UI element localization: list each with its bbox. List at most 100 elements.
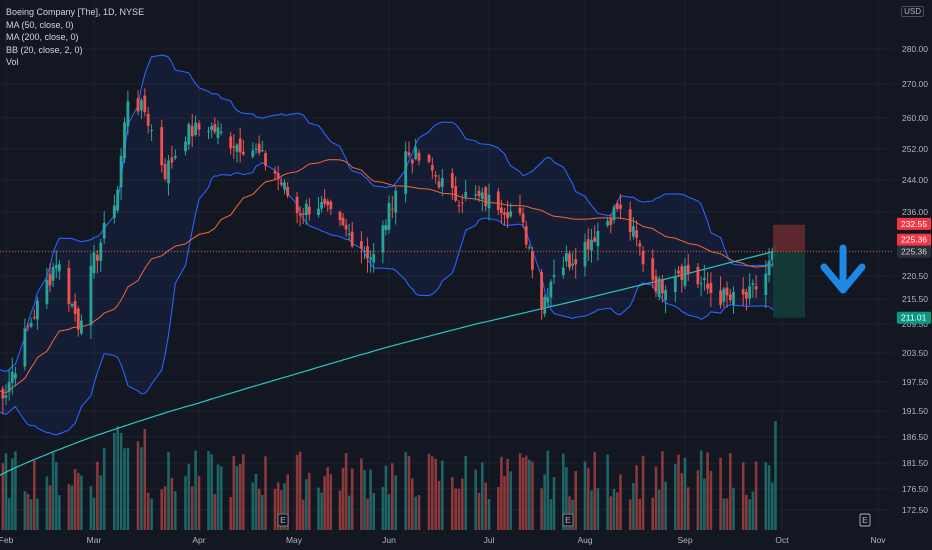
volume-bar <box>686 487 690 530</box>
volume-bar <box>89 486 93 530</box>
candle <box>187 122 191 150</box>
y-tick-label: 191.50 <box>902 406 928 416</box>
volume-bars <box>1 421 777 530</box>
price-badge[interactable]: 232.55 <box>897 217 931 230</box>
volume-bar <box>774 421 777 530</box>
volume-bar <box>4 453 8 530</box>
svg-text:225.36: 225.36 <box>901 235 927 245</box>
candle <box>126 90 130 135</box>
volume-bar <box>344 453 348 530</box>
candle <box>454 176 458 203</box>
candle <box>260 140 264 153</box>
candle <box>477 185 481 202</box>
volume-bar <box>771 482 774 530</box>
candle <box>317 197 320 218</box>
volume-bar <box>372 493 375 530</box>
candle <box>664 285 667 314</box>
candle <box>706 271 709 294</box>
candle <box>273 166 277 181</box>
volume-bar <box>586 468 590 530</box>
volume-bar <box>143 429 147 530</box>
price-badge[interactable]: 211.01 <box>897 311 931 324</box>
target-zone[interactable] <box>773 251 805 318</box>
candle <box>143 88 147 117</box>
trade-zones[interactable] <box>0 224 893 318</box>
price-badge[interactable]: 225.36 <box>897 245 931 258</box>
candle <box>7 369 11 401</box>
volume-bar <box>119 432 123 530</box>
x-tick-label: Jun <box>382 535 396 545</box>
candle <box>257 135 261 156</box>
volume-bar <box>609 496 613 530</box>
volume-bar <box>612 488 616 530</box>
volume-bar <box>350 468 354 530</box>
legend-bb[interactable]: BB (20, close, 2, 0) <box>6 44 83 55</box>
candle <box>430 157 434 179</box>
candle <box>241 139 245 156</box>
volume-bar <box>232 455 236 530</box>
legend: Boeing Company [The], 1D, NYSE MA (50, c… <box>6 6 144 69</box>
volume-bar <box>709 470 713 530</box>
price-badge[interactable]: 225.36 <box>897 233 931 246</box>
volume-bar <box>414 496 417 530</box>
currency-button[interactable]: USD <box>901 6 924 17</box>
earnings-marker[interactable]: E <box>859 513 871 527</box>
volume-bar <box>235 466 239 530</box>
time-axis[interactable]: Feb Mar Apr May Jun Jul Aug Sep Oct Nov <box>0 535 886 545</box>
candle <box>509 202 513 218</box>
legend-ma200[interactable]: MA (200, close, 0) <box>6 32 79 42</box>
candle <box>561 256 565 279</box>
volume-bar <box>481 462 484 530</box>
volume-bar <box>509 471 512 530</box>
volume-bar <box>219 466 223 530</box>
volume-bar <box>565 467 568 530</box>
volume-bar <box>276 482 280 530</box>
candle <box>546 288 550 308</box>
candle <box>163 158 167 182</box>
legend-ma50[interactable]: MA (50, close, 0) <box>6 19 74 30</box>
price-axis[interactable]: 172.50 176.50 181.50 186.50 191.50 197.50 203.… <box>893 0 932 550</box>
candle <box>725 281 729 308</box>
volume-bar <box>568 496 571 530</box>
volume-bar <box>732 487 735 530</box>
volume-bar <box>500 456 503 530</box>
candle <box>54 250 58 279</box>
candle <box>286 181 290 199</box>
candle <box>407 141 411 158</box>
volume-bar <box>751 491 755 530</box>
candle <box>45 267 49 309</box>
earnings-marker[interactable]: E <box>277 513 289 527</box>
candle <box>571 252 574 270</box>
svg-text:232.55: 232.55 <box>901 219 927 229</box>
svg-text:211.01: 211.01 <box>901 313 927 323</box>
candle <box>540 269 543 320</box>
volume-bar <box>754 461 758 530</box>
candle <box>341 212 345 227</box>
volume-bar <box>454 488 457 530</box>
volume-bar <box>11 458 14 530</box>
stop-zone[interactable] <box>773 224 805 252</box>
volume-bar <box>77 472 80 530</box>
legend-vol[interactable]: Vol <box>6 57 19 67</box>
legend-title[interactable]: Boeing Company [The], 1D, NYSE <box>6 7 145 17</box>
candle <box>194 115 197 137</box>
volume-bar <box>1 463 5 530</box>
candle <box>552 259 556 284</box>
earnings-marker[interactable]: E <box>562 513 574 527</box>
volume-bar <box>283 483 286 530</box>
volume-bar <box>92 497 96 530</box>
volume-bar <box>596 488 600 530</box>
volume-bar <box>616 492 619 530</box>
volume-bar <box>317 487 320 530</box>
volume-bar <box>543 474 546 530</box>
candle <box>619 193 622 220</box>
candle <box>92 244 96 279</box>
candle <box>119 147 123 200</box>
candle <box>503 207 506 225</box>
candle <box>29 317 33 329</box>
candle <box>254 143 258 154</box>
candle <box>184 136 187 156</box>
candle <box>590 228 593 263</box>
